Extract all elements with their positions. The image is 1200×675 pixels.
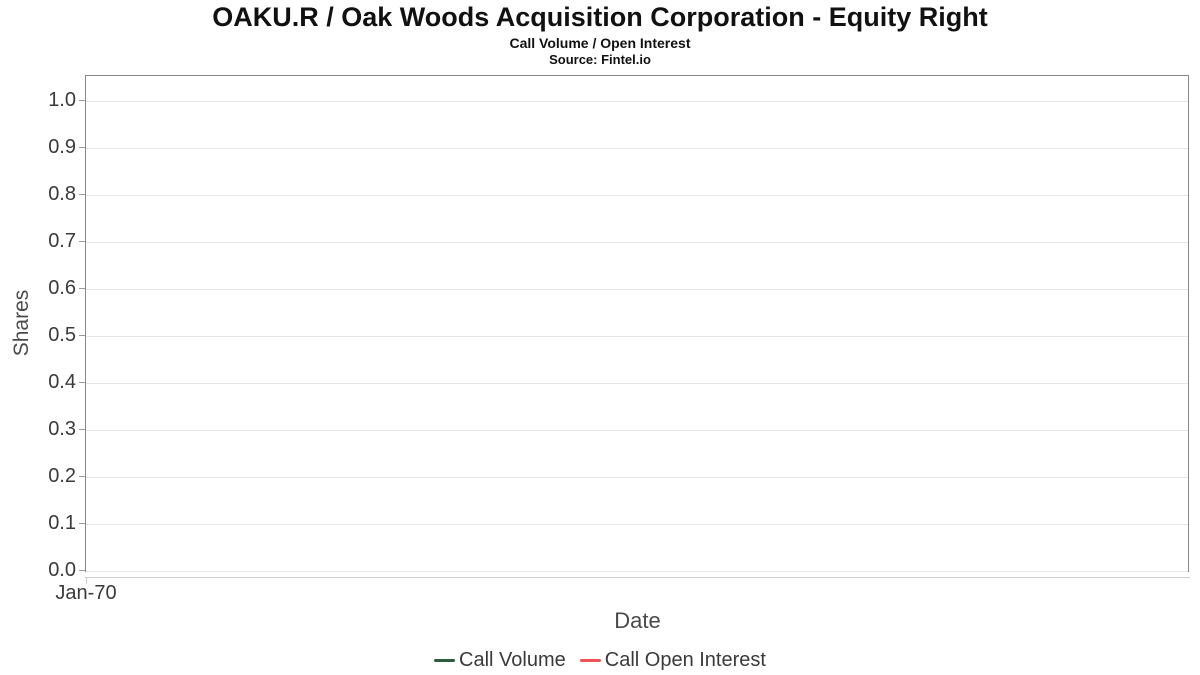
chart-source: Source: Fintel.io [549, 52, 651, 67]
y-axis-tick-mark [79, 476, 85, 477]
y-axis-tick-label: 0.3 [48, 418, 76, 440]
y-axis-tick-label: 0.7 [48, 230, 76, 252]
gridline [86, 101, 1188, 102]
y-axis-tick-mark [79, 288, 85, 289]
y-axis-tick-label: 0.2 [48, 465, 76, 487]
gridline [86, 289, 1188, 290]
plot-area [85, 75, 1189, 572]
gridline [86, 148, 1188, 149]
legend-label: Call Open Interest [604, 648, 766, 671]
y-axis-tick-mark [79, 241, 85, 242]
y-axis-tick-label: 0.5 [48, 324, 76, 346]
y-axis-tick-mark [79, 429, 85, 430]
gridline [86, 242, 1188, 243]
y-axis-tick-label: 0.4 [48, 371, 76, 393]
y-axis-tick-mark [79, 100, 85, 101]
gridline [86, 571, 1188, 572]
gridline [86, 383, 1188, 384]
x-axis-line [85, 577, 1190, 578]
y-axis-tick-label: 0.9 [48, 136, 76, 158]
gridline [86, 524, 1188, 525]
x-axis-tick-mark [86, 578, 87, 584]
y-axis-tick-label: 0.0 [48, 559, 76, 581]
y-axis-tick-mark [79, 382, 85, 383]
chart-subtitle: Call Volume / Open Interest [509, 35, 691, 51]
y-axis-tick-mark [79, 523, 85, 524]
legend-item-call-volume[interactable]: Call Volume [434, 649, 566, 672]
legend-item-call-open-interest[interactable]: Call Open Interest [579, 648, 766, 672]
y-axis-tick-mark [79, 194, 85, 195]
y-axis-tick-label: 1.0 [48, 89, 76, 111]
chart-title: OAKU.R / Oak Woods Acquisition Corporati… [212, 2, 988, 32]
y-axis-tick-label: 0.8 [48, 183, 76, 205]
y-axis-tick-mark [79, 570, 85, 571]
gridline [86, 477, 1188, 478]
legend: Call Volume Call Open Interest [0, 646, 1200, 674]
legend-line-marker-icon [579, 658, 601, 662]
legend-line-marker-icon [434, 658, 456, 662]
gridline [86, 430, 1188, 431]
y-axis-tick-label: 0.1 [48, 512, 76, 534]
y-axis-tick-mark [79, 335, 85, 336]
gridline [86, 336, 1188, 337]
y-axis-tick-label: 0.6 [48, 277, 76, 299]
gridline [86, 195, 1188, 196]
y-axis-tick-mark [79, 147, 85, 148]
x-axis-tick-label: Jan-70 [55, 582, 117, 604]
legend-label: Call Volume [459, 648, 566, 671]
x-axis-title: Date [614, 608, 661, 633]
